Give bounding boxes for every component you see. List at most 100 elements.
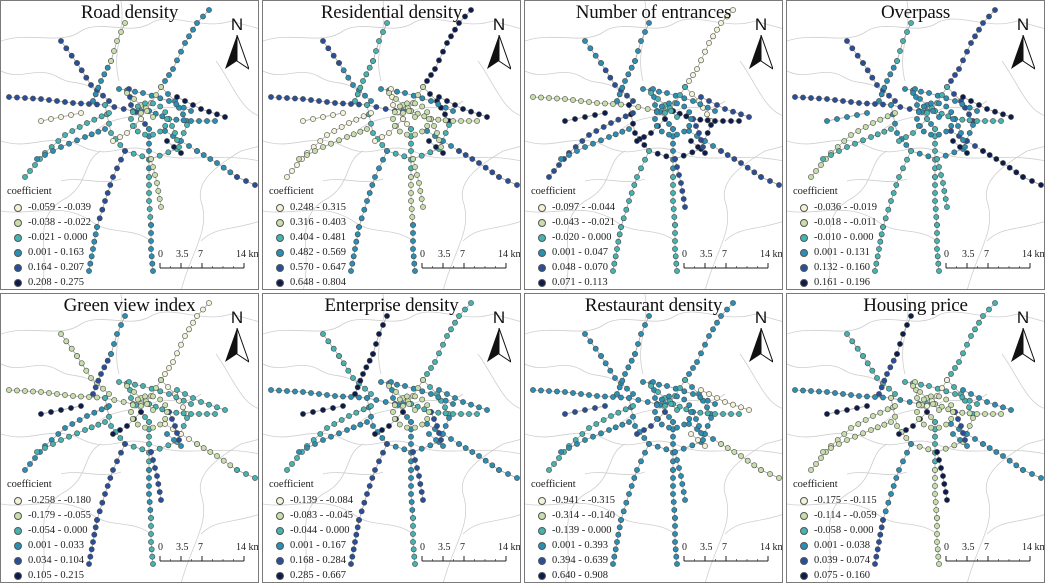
- legend-swatch: [14, 234, 22, 242]
- station-point: [188, 401, 194, 407]
- station-point: [626, 491, 632, 497]
- north-arrow-icon: [749, 328, 773, 363]
- station-point: [710, 143, 716, 149]
- station-point: [914, 116, 920, 122]
- station-point: [962, 437, 968, 443]
- station-point: [378, 379, 384, 385]
- station-point: [674, 268, 680, 274]
- station-point: [582, 114, 588, 120]
- station-point: [157, 128, 164, 135]
- station-point: [942, 489, 949, 495]
- station-point: [934, 449, 940, 455]
- station-point: [466, 118, 472, 124]
- metro-line: [410, 110, 477, 122]
- station-point: [390, 409, 396, 415]
- station-point: [834, 409, 840, 415]
- station-point: [496, 467, 502, 473]
- station-point: [722, 399, 728, 405]
- station-point: [204, 118, 210, 124]
- station-point: [350, 253, 357, 260]
- station-point: [76, 124, 83, 130]
- station-point: [404, 100, 410, 107]
- station-point: [572, 409, 578, 415]
- station-point: [424, 109, 431, 115]
- station-point: [184, 122, 190, 128]
- station-point: [124, 90, 130, 96]
- station-point: [934, 238, 940, 244]
- metro-line: [60, 40, 78, 64]
- scale-label: 0: [944, 542, 949, 553]
- station-point: [870, 120, 876, 126]
- station-point: [128, 395, 134, 401]
- station-point: [876, 246, 882, 252]
- north-arrow: N: [1008, 308, 1038, 366]
- station-point: [676, 172, 682, 178]
- station-point: [562, 389, 568, 395]
- station-point: [710, 436, 716, 442]
- station-point: [358, 215, 365, 222]
- station-point: [876, 98, 882, 104]
- station-point: [880, 101, 886, 108]
- station-point: [968, 333, 974, 339]
- station-point: [586, 392, 592, 398]
- station-point: [482, 164, 489, 171]
- station-point: [468, 401, 474, 408]
- station-point: [82, 427, 88, 433]
- station-point: [730, 401, 736, 408]
- station-point: [38, 411, 44, 417]
- station-point: [442, 130, 449, 136]
- station-point: [357, 377, 364, 384]
- station-point: [62, 392, 68, 398]
- scale-bar: 0 3.5 7 14 km: [942, 542, 1044, 578]
- station-point: [686, 421, 692, 427]
- district-boundary: [525, 432, 782, 455]
- station-point: [622, 113, 629, 120]
- station-point: [108, 423, 114, 429]
- station-point: [159, 113, 166, 120]
- map-canvas: [1, 1, 258, 289]
- station-point: [924, 116, 930, 122]
- station-point: [409, 214, 416, 220]
- station-point: [664, 383, 670, 389]
- metro-line: [410, 403, 477, 415]
- station-point: [194, 20, 200, 26]
- station-point: [897, 104, 904, 110]
- station-point: [900, 458, 906, 465]
- station-point: [99, 499, 106, 506]
- station-point: [424, 421, 430, 427]
- station-point: [574, 148, 580, 154]
- legend-item: 0.001 - 0.038: [793, 539, 877, 554]
- station-point: [382, 106, 389, 112]
- station-point: [653, 416, 660, 422]
- station-point: [122, 148, 128, 154]
- station-point: [897, 341, 903, 347]
- station-point: [338, 124, 345, 130]
- station-point: [538, 387, 544, 394]
- station-point: [976, 395, 982, 401]
- station-point: [934, 539, 940, 545]
- metro-line: [822, 128, 892, 160]
- legend: coefficient -0.175 - -0.115 -0.114 - -0.05…: [793, 479, 877, 582]
- station-point: [874, 82, 880, 88]
- station-point: [462, 152, 469, 158]
- station-point: [448, 33, 454, 40]
- legend-label: -0.058 - 0.000: [814, 524, 874, 536]
- station-point: [681, 396, 688, 403]
- station-point: [928, 424, 934, 431]
- station-point: [350, 546, 357, 553]
- district-boundary: [215, 353, 258, 409]
- station-point: [350, 82, 356, 88]
- legend-label: 0.394 - 0.639: [552, 554, 608, 566]
- map-canvas: [263, 1, 520, 289]
- legend-label: -0.020 - 0.000: [552, 231, 612, 243]
- station-point: [390, 102, 396, 108]
- station-point: [836, 441, 842, 447]
- station-point: [587, 338, 594, 345]
- station-point: [808, 174, 814, 180]
- station-point: [111, 48, 117, 54]
- legend-item: 0.001 - 0.393: [531, 539, 615, 554]
- station-point: [146, 441, 152, 447]
- station-point: [746, 114, 752, 120]
- station-point: [1000, 404, 1006, 411]
